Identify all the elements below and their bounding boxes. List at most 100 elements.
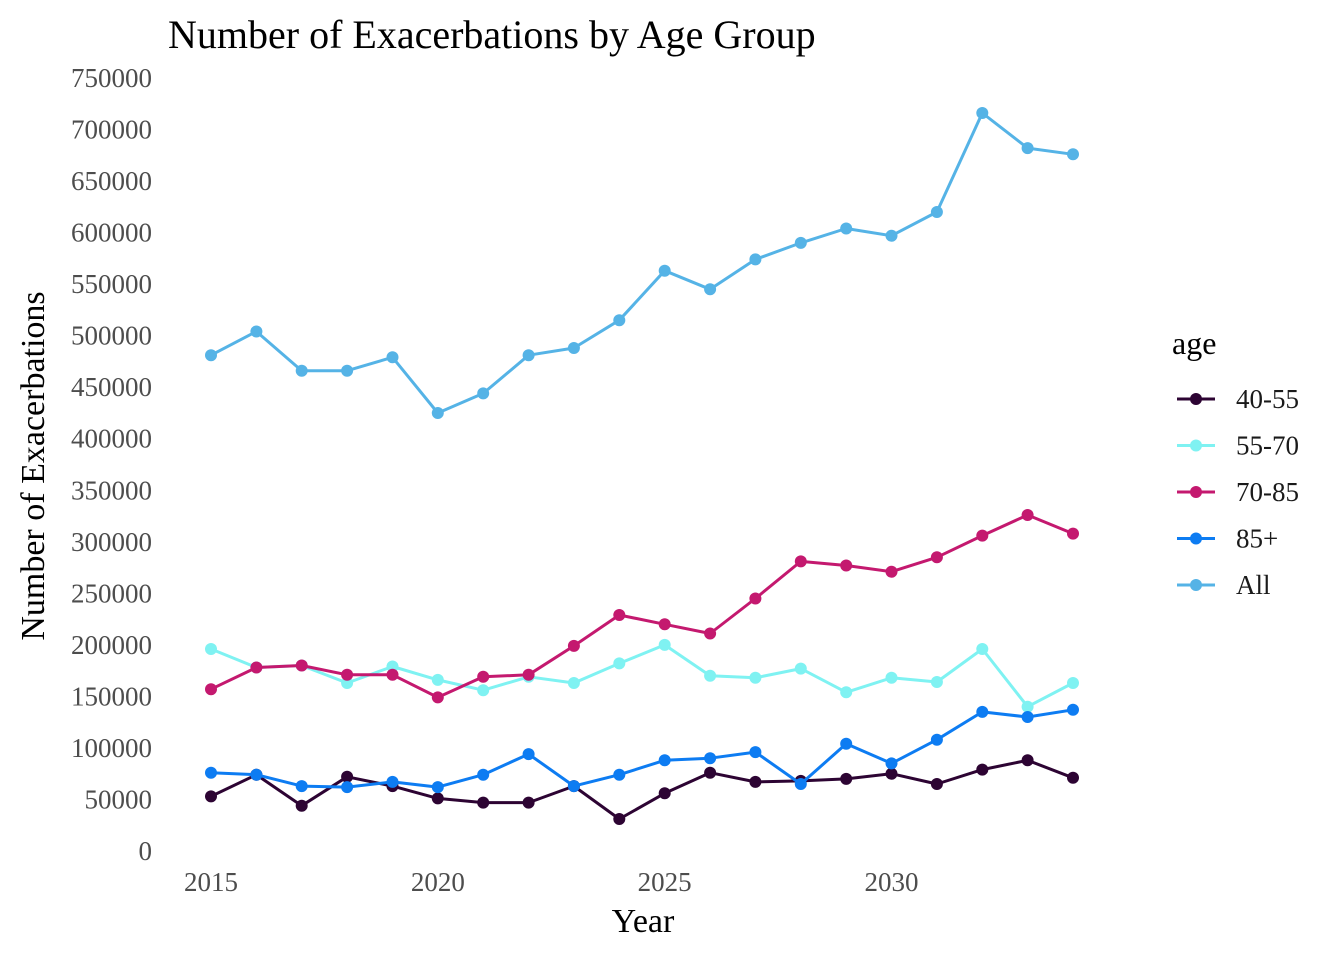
data-point (1067, 148, 1079, 161)
y-tick-label: 650000 (71, 166, 152, 196)
data-point (477, 684, 490, 697)
data-point (930, 676, 943, 688)
data-point (930, 733, 943, 746)
data-point (341, 770, 354, 783)
data-point (1067, 527, 1079, 540)
y-tick-label: 50000 (85, 784, 153, 814)
legend-key-point (1190, 532, 1202, 545)
series-40-55 (205, 754, 1079, 825)
data-point (205, 349, 217, 362)
series-85- (205, 703, 1079, 794)
data-point (386, 660, 399, 673)
data-point (567, 780, 580, 793)
legend-key-point (1190, 439, 1202, 452)
x-tick-label: 2015 (184, 867, 238, 897)
data-point (1067, 771, 1079, 784)
data-point (794, 778, 807, 790)
data-point (477, 387, 490, 400)
legend-item: 40-55 (1177, 384, 1299, 414)
data-point (522, 349, 535, 362)
data-point (1021, 711, 1034, 723)
legend: age 40-55 55-70 70-85 85+ All (1172, 325, 1299, 600)
data-point (431, 673, 444, 686)
data-point (386, 351, 399, 364)
y-axis-title: Number of Exacerbations (15, 291, 52, 640)
y-tick-label: 250000 (71, 578, 152, 608)
series-55-70 (205, 638, 1079, 713)
data-point (613, 314, 626, 327)
data-point (295, 659, 308, 672)
data-point (749, 253, 762, 266)
data-point (794, 236, 807, 249)
x-tick-label: 2030 (865, 867, 919, 897)
data-point (749, 746, 762, 759)
data-point (1067, 703, 1079, 716)
y-tick-label: 700000 (71, 115, 152, 145)
data-point (613, 813, 626, 825)
data-point (567, 342, 580, 354)
data-point (522, 748, 535, 761)
y-tick-label: 450000 (71, 372, 152, 402)
data-point (386, 775, 399, 788)
data-point (1021, 142, 1034, 155)
data-point (704, 766, 717, 779)
data-point (341, 364, 354, 377)
data-point (658, 787, 671, 800)
data-point (976, 643, 989, 655)
data-point (840, 686, 853, 699)
legend-label: 40-55 (1236, 384, 1299, 414)
data-point (1021, 700, 1034, 713)
legend-title: age (1172, 325, 1216, 361)
data-point (341, 668, 354, 681)
y-tick-label: 750000 (71, 63, 152, 93)
data-point (431, 792, 444, 805)
data-point (976, 763, 989, 776)
series-line (210, 111, 1074, 415)
data-point (431, 781, 444, 794)
legend-label: 55-70 (1236, 431, 1299, 461)
data-point (522, 796, 535, 809)
y-tick-label: 300000 (71, 527, 152, 557)
y-tick-label: 100000 (71, 733, 152, 763)
data-point (1021, 509, 1034, 521)
legend-item: 55-70 (1177, 431, 1299, 461)
y-tick-label: 0 (139, 836, 153, 866)
series-layer (205, 107, 1079, 825)
data-point (976, 107, 989, 119)
data-point (477, 670, 490, 683)
legend-label: 85+ (1236, 524, 1278, 554)
data-point (840, 222, 853, 235)
data-point (477, 796, 490, 809)
x-tick-label: 2025 (638, 867, 692, 897)
legend-item: 85+ (1177, 524, 1278, 554)
data-point (205, 683, 217, 696)
data-point (704, 669, 717, 682)
data-point (341, 677, 354, 689)
series-line (210, 758, 1074, 821)
y-tick-label: 150000 (71, 681, 152, 711)
data-point (749, 671, 762, 684)
data-point (658, 264, 671, 277)
data-point (431, 407, 444, 419)
legend-key-point (1190, 486, 1202, 498)
data-point (930, 206, 943, 218)
legend-label: All (1236, 570, 1271, 600)
data-point (613, 609, 626, 621)
data-point (613, 657, 626, 670)
x-tick-label: 2020 (411, 867, 465, 897)
x-axis-title: Year (612, 903, 675, 940)
data-point (658, 618, 671, 631)
y-tick-label: 550000 (71, 269, 152, 299)
data-point (704, 752, 717, 765)
data-point (704, 627, 717, 640)
data-point (477, 768, 490, 781)
data-point (658, 638, 671, 651)
legend-items: 40-55 55-70 70-85 85+ All (1177, 384, 1299, 600)
data-point (704, 283, 717, 296)
data-point (930, 551, 943, 564)
data-point (567, 677, 580, 689)
data-point (885, 757, 898, 770)
data-point (885, 229, 898, 242)
data-point (341, 781, 354, 794)
y-tick-label: 200000 (71, 630, 152, 660)
